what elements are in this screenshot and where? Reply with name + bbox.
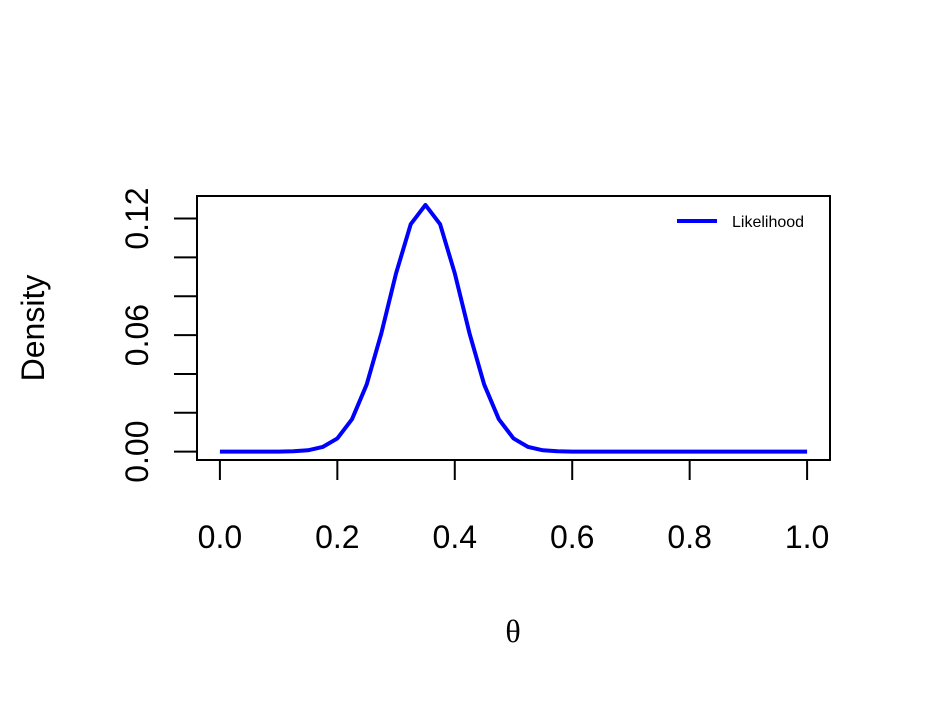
- x-axis-label: θ: [505, 613, 520, 649]
- x-tick-label: 0.4: [433, 519, 477, 555]
- x-tick-label: 0.0: [198, 519, 242, 555]
- y-tick-label: 0.00: [119, 421, 155, 483]
- y-tick-label: 0.06: [119, 304, 155, 366]
- line-series: [219, 202, 808, 454]
- x-tick-label: 0.6: [550, 519, 594, 555]
- x-tick-label: 0.2: [315, 519, 359, 555]
- y-axis-label: Density: [15, 275, 51, 382]
- plot-frame: [196, 195, 831, 461]
- x-tick-label: 0.8: [667, 519, 711, 555]
- y-tick-label: 0.12: [119, 187, 155, 249]
- legend-label: Likelihood: [732, 214, 804, 231]
- x-tick-label: 1.0: [785, 519, 829, 555]
